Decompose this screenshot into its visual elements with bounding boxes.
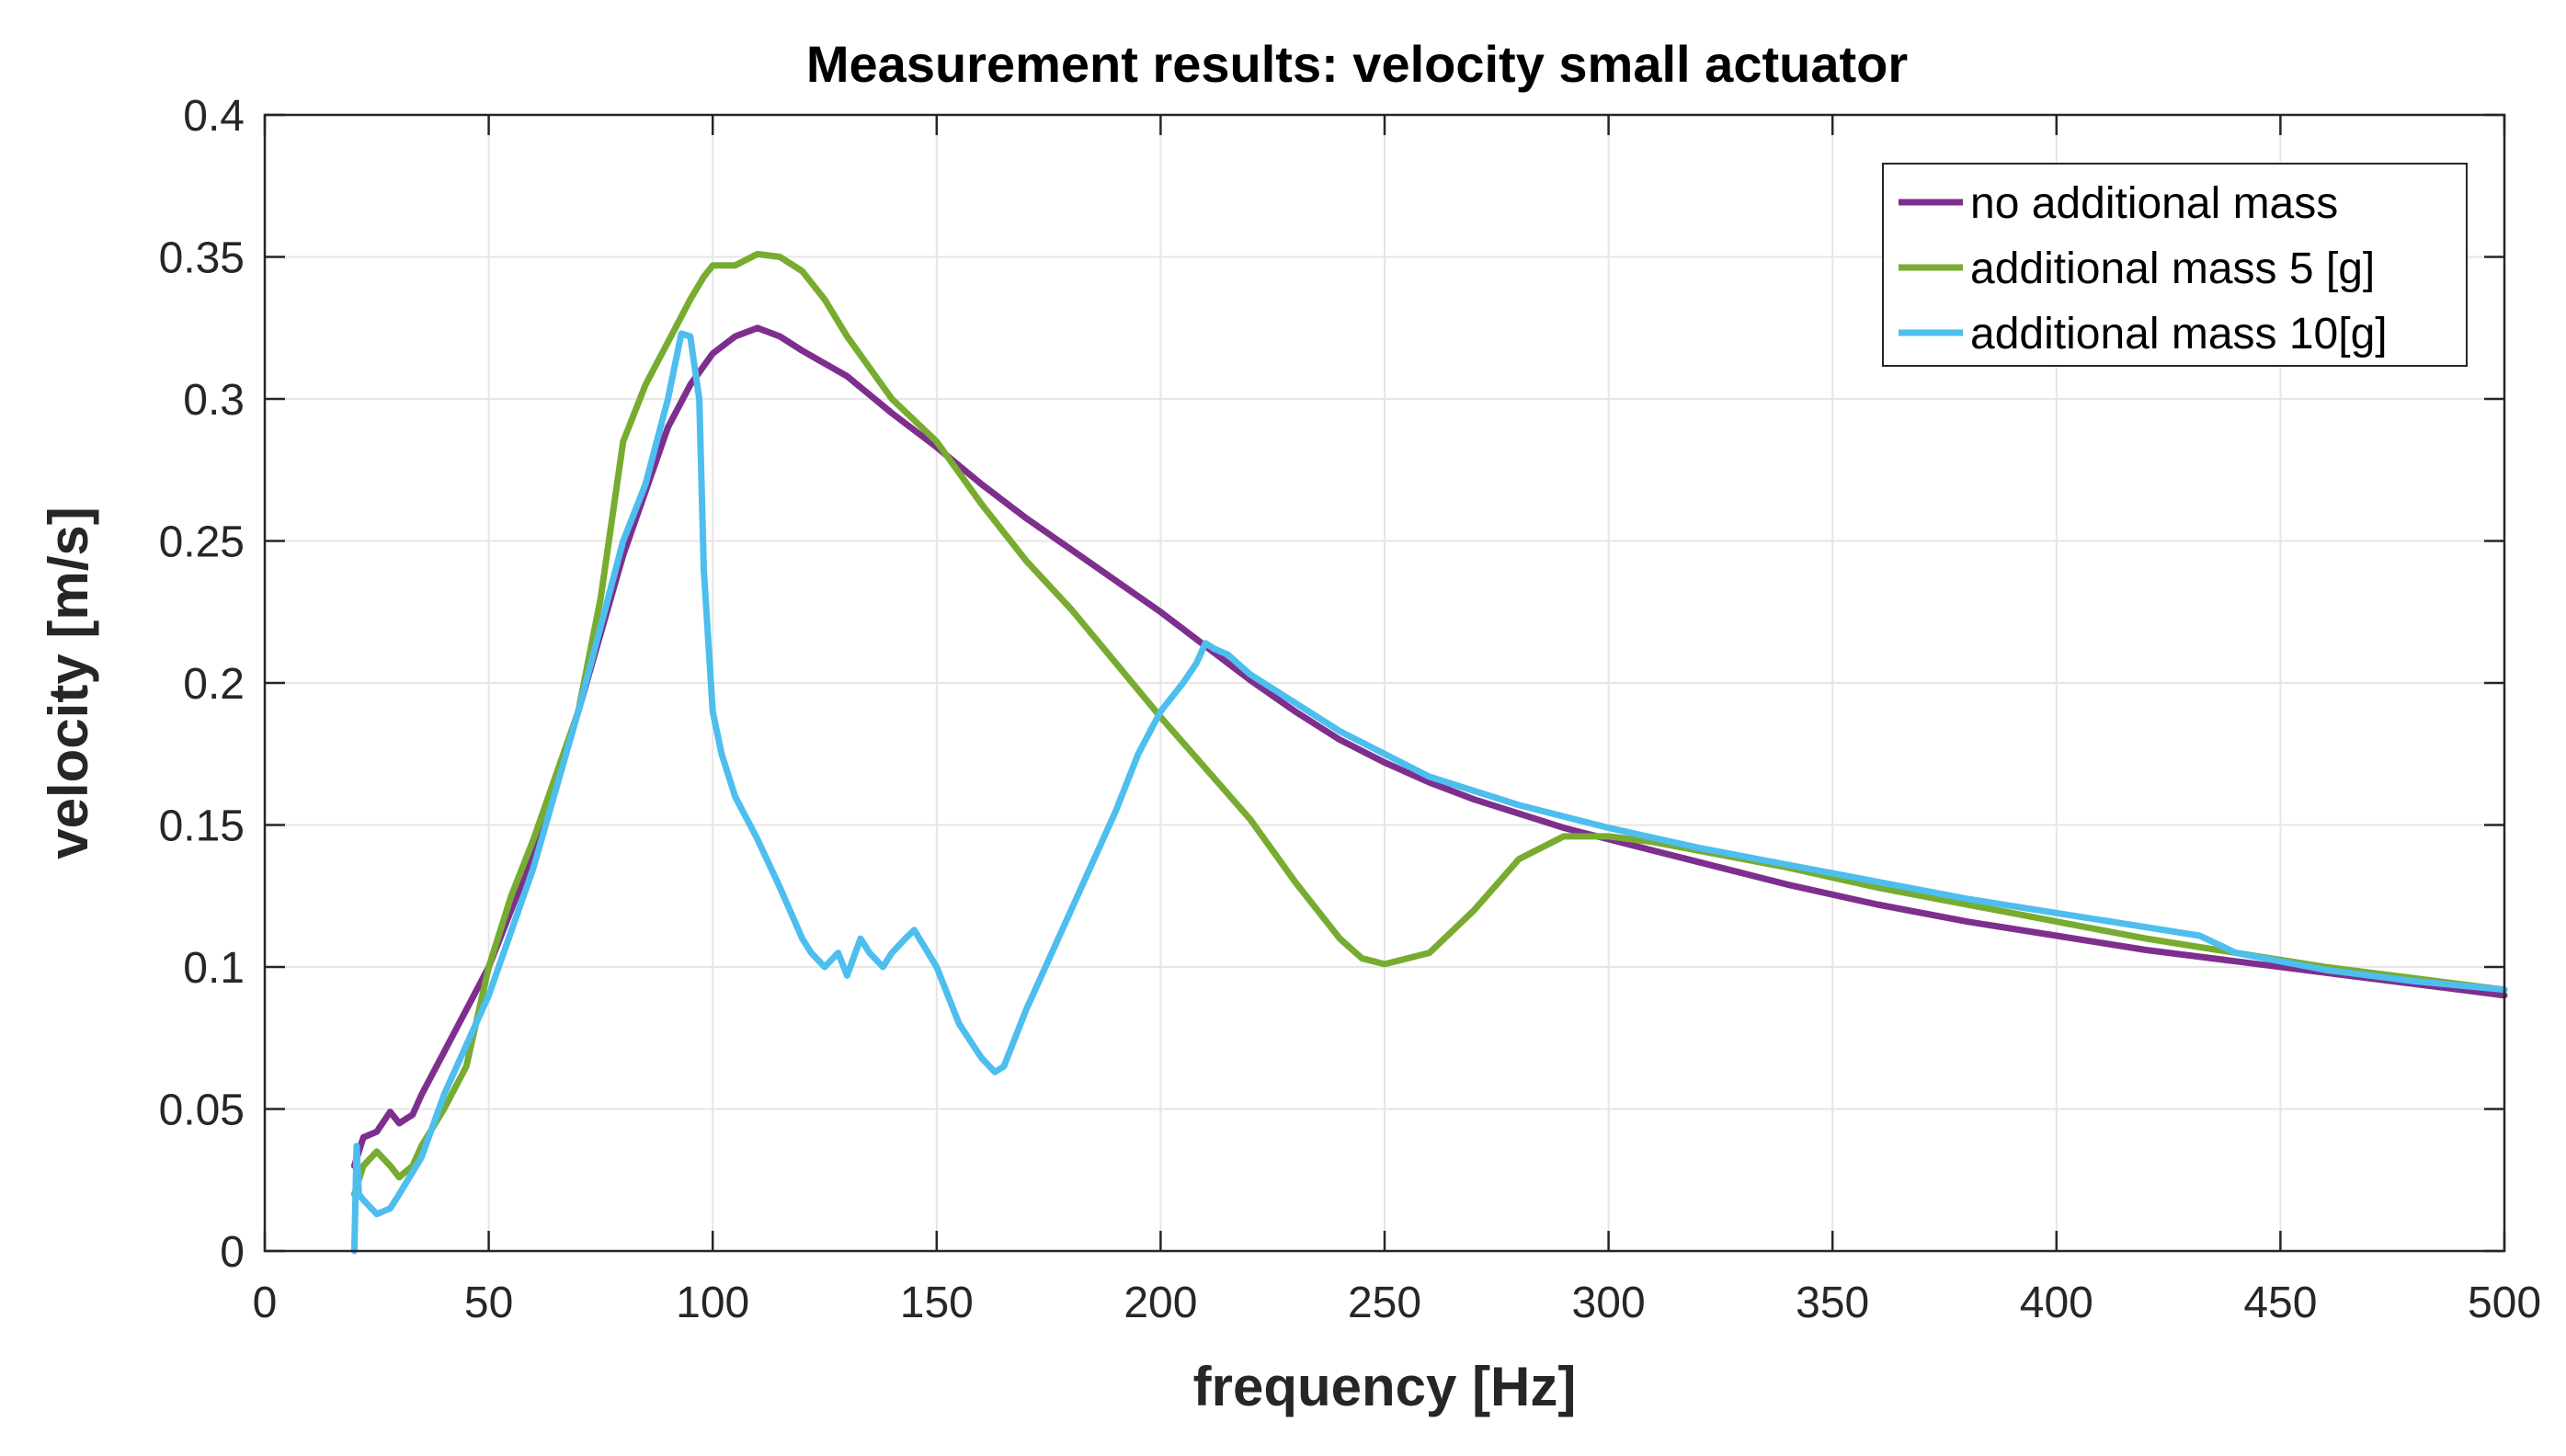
x-tick-label: 350 [1796,1279,1869,1327]
x-tick-label: 200 [1123,1279,1197,1327]
x-tick-label: 250 [1348,1279,1421,1327]
legend-box [1882,163,2468,367]
legend-items: no additional mass additional mass 5 [g] a… [1899,179,2388,358]
legend-label-3: additional mass 10[g] [1970,310,2388,358]
x-tick-label: 50 [464,1279,513,1327]
legend-label-1: no additional mass [1970,179,2338,228]
plot-series [350,250,2508,1255]
y-tick-label: 0.05 [159,1086,245,1135]
y-tick-label: 0.25 [159,518,245,567]
series-line-2 [350,250,2508,1198]
y-axis-ticks: 0 0.05 0.1 0.15 0.2 0.25 0.3 0.35 0.4 [159,92,2504,1277]
x-axis-label: frequency [Hz] [1193,1356,1577,1417]
series-line-3 [350,330,2508,1255]
x-tick-label: 0 [253,1279,278,1327]
x-tick-label: 100 [676,1279,749,1327]
x-tick-label: 300 [1572,1279,1646,1327]
x-tick-label: 500 [2468,1279,2541,1327]
series-line-1 [350,324,2508,1169]
x-tick-label: 150 [900,1279,974,1327]
y-tick-label: 0.2 [183,660,245,709]
y-tick-label: 0.3 [183,376,245,425]
y-tick-label: 0.35 [159,234,245,283]
legend: no additional mass additional mass 5 [g] a… [1882,163,2468,367]
y-tick-label: 0.1 [183,944,245,993]
x-axis-ticks: 0 50 100 150 200 250 300 350 400 450 500 [253,115,2541,1327]
y-tick-label: 0 [220,1228,245,1277]
y-tick-label: 0.15 [159,802,245,851]
x-tick-label: 400 [2020,1279,2093,1327]
x-tick-label: 450 [2243,1279,2317,1327]
y-axis-label: velocity [m/s] [38,506,99,859]
legend-label-2: additional mass 5 [g] [1970,245,2375,293]
y-tick-label: 0.4 [183,92,245,141]
chart-title: Measurement results: velocity small actu… [806,35,1908,93]
